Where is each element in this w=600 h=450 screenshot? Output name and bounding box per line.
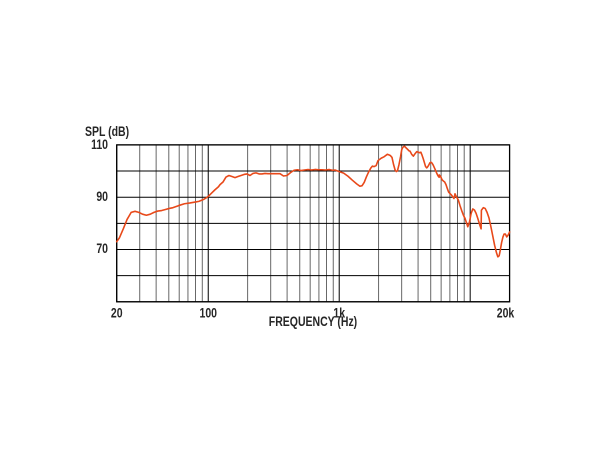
svg-text:90: 90 [96,189,108,205]
svg-text:20: 20 [111,305,123,321]
svg-text:SPL (dB): SPL (dB) [85,124,129,140]
svg-text:70: 70 [96,241,108,257]
svg-text:20k: 20k [497,305,515,321]
svg-text:100: 100 [199,305,217,321]
svg-text:FREQUENCY (Hz): FREQUENCY (Hz) [269,314,357,330]
